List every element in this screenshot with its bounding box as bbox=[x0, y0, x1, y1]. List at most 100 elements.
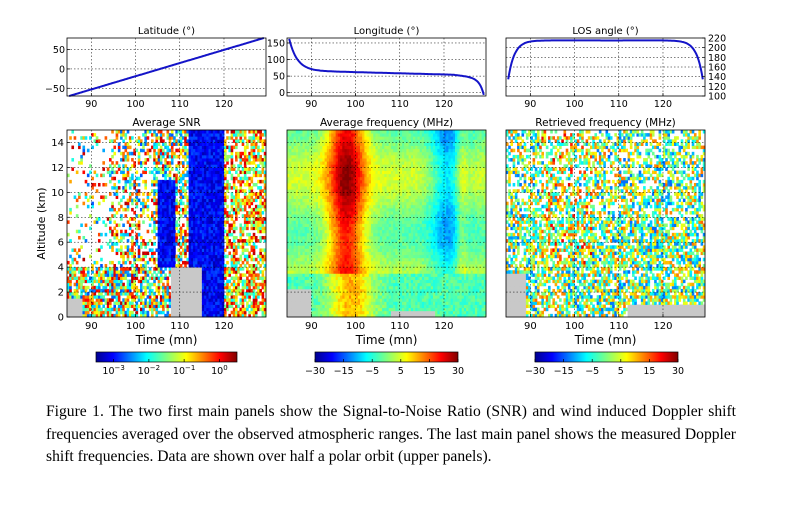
heatmap-cell bbox=[111, 245, 114, 249]
heatmap-cell bbox=[111, 204, 114, 209]
heatmap-cell bbox=[257, 295, 260, 299]
heatmap-cell bbox=[181, 195, 185, 199]
heatmap-cell bbox=[111, 148, 114, 153]
heatmap-cell bbox=[263, 310, 267, 315]
heatmap-cell bbox=[304, 235, 308, 240]
heatmap-cell bbox=[235, 276, 238, 280]
heatmap-cell bbox=[313, 235, 317, 240]
heatmap-cell bbox=[179, 257, 183, 262]
heatmap-cell bbox=[306, 242, 310, 246]
heatmap-cell bbox=[186, 267, 190, 271]
heatmap-cell bbox=[86, 273, 90, 277]
heatmap-cell bbox=[226, 214, 229, 218]
heatmap-cell bbox=[291, 161, 295, 165]
heatmap-cell bbox=[201, 151, 205, 156]
heatmap-cell bbox=[239, 232, 243, 237]
heatmap-cell bbox=[313, 142, 317, 146]
series-line-lon bbox=[288, 38, 485, 96]
heatmap-cell bbox=[80, 307, 83, 312]
heatmap-cell bbox=[226, 195, 229, 199]
heatmap-cell bbox=[302, 245, 306, 249]
heatmap-cell bbox=[210, 161, 214, 165]
heatmap-cell bbox=[293, 295, 297, 299]
heatmap-cell bbox=[179, 292, 183, 296]
heatmap-cell bbox=[142, 142, 145, 146]
heatmap-cell bbox=[261, 292, 265, 296]
heatmap-cell bbox=[142, 211, 145, 215]
heatmap-cell bbox=[164, 288, 167, 293]
heatmap-cell bbox=[206, 217, 209, 221]
heatmap-cell bbox=[320, 154, 323, 159]
heatmap-cell bbox=[184, 158, 187, 162]
heatmap-cell bbox=[113, 288, 117, 293]
heatmap-cell bbox=[93, 310, 97, 315]
heatmap-cell bbox=[302, 254, 306, 259]
heatmap-cell bbox=[78, 145, 81, 150]
heatmap-cell bbox=[317, 279, 321, 284]
heatmap-cell bbox=[131, 295, 134, 299]
x-tick-label: 110 bbox=[171, 99, 189, 110]
heatmap-cell bbox=[170, 133, 174, 137]
heatmap-cell bbox=[148, 295, 152, 299]
heatmap-cell bbox=[142, 301, 145, 305]
heatmap-cell bbox=[335, 245, 339, 249]
panel-title: Average SNR bbox=[132, 117, 200, 129]
heatmap-cell bbox=[291, 282, 295, 287]
heatmap-cell bbox=[252, 192, 256, 196]
heatmap-cell bbox=[309, 295, 312, 299]
heatmap-cell bbox=[322, 279, 325, 284]
heatmap-cell bbox=[128, 192, 132, 196]
heatmap-cell bbox=[190, 267, 194, 271]
heatmap-cell bbox=[221, 204, 225, 209]
heatmap-cell bbox=[175, 285, 178, 290]
heatmap-cell bbox=[146, 130, 150, 134]
heatmap-cell bbox=[204, 176, 207, 181]
heatmap-cell bbox=[173, 189, 176, 193]
heatmap-cell bbox=[170, 226, 174, 231]
heatmap-cell bbox=[151, 313, 154, 318]
heatmap-cell bbox=[195, 301, 198, 305]
heatmap-cell bbox=[188, 310, 192, 315]
y-tick-label: 200 bbox=[708, 43, 726, 54]
heatmap-cell bbox=[95, 310, 99, 315]
heatmap-cell bbox=[311, 164, 314, 168]
heatmap-cell bbox=[139, 298, 143, 302]
heatmap-cell bbox=[109, 288, 112, 293]
heatmap-cell bbox=[111, 232, 114, 237]
heatmap-cell bbox=[311, 170, 314, 175]
heatmap-cell bbox=[293, 242, 297, 246]
heatmap-cell bbox=[204, 192, 207, 196]
heatmap-cell bbox=[239, 235, 243, 240]
heatmap-cell bbox=[153, 130, 156, 134]
heatmap-cell bbox=[120, 232, 123, 237]
heatmap-cell bbox=[254, 273, 258, 277]
heatmap-cell bbox=[164, 292, 167, 296]
heatmap-cell bbox=[204, 182, 207, 187]
heatmap-cell bbox=[173, 207, 176, 212]
heatmap-cell bbox=[122, 207, 125, 212]
panel-title: Latitude (°) bbox=[138, 26, 195, 37]
heatmap-cell bbox=[219, 288, 223, 293]
heatmap-cell bbox=[126, 288, 130, 293]
heatmap-cell bbox=[181, 270, 185, 274]
heatmap-cell bbox=[311, 220, 314, 224]
heatmap-cell bbox=[313, 304, 317, 309]
heatmap-cell bbox=[120, 248, 123, 252]
heatmap-cell bbox=[257, 148, 260, 153]
heatmap-cell bbox=[306, 226, 310, 231]
heatmap-cell bbox=[287, 260, 290, 265]
heatmap-cell bbox=[126, 310, 130, 315]
heatmap-cell bbox=[186, 164, 190, 168]
heatmap-cell bbox=[124, 201, 128, 206]
heatmap-cell bbox=[157, 257, 161, 262]
heatmap-cell bbox=[210, 313, 214, 318]
heatmap-cell bbox=[193, 295, 196, 299]
heatmap-cell bbox=[159, 279, 163, 284]
heatmap-cell bbox=[289, 130, 292, 134]
heatmap-cell bbox=[254, 245, 258, 249]
heatmap-cell bbox=[115, 170, 119, 175]
heatmap-cell bbox=[124, 267, 128, 271]
heatmap-cell bbox=[197, 285, 201, 290]
heatmap-cell bbox=[298, 313, 301, 318]
heatmap-cell bbox=[102, 173, 105, 178]
